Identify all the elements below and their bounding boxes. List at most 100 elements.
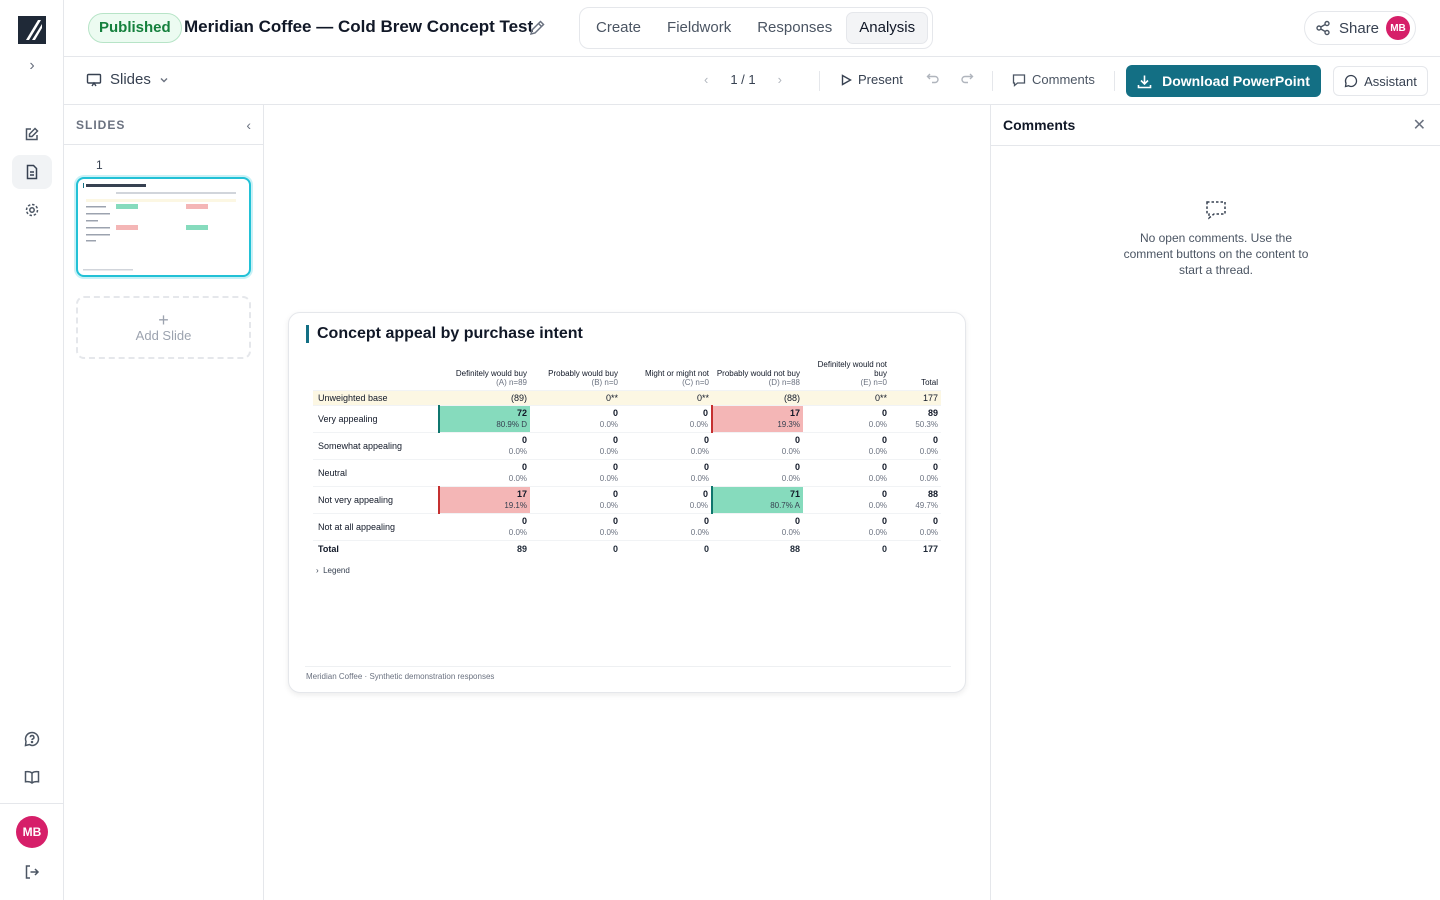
base-cell: 0** — [530, 390, 621, 406]
collapse-panel-icon[interactable]: ‹ — [246, 116, 251, 133]
table-cell: 0 0.0% — [803, 405, 890, 433]
add-slide-button[interactable]: + Add Slide — [76, 296, 251, 359]
table-cell: 0 0.0% — [530, 432, 621, 460]
expand-rail-icon[interactable]: › — [29, 57, 35, 74]
cell-count: 71 — [789, 489, 800, 499]
cell-count: 0 — [612, 516, 618, 526]
report-nav-icon[interactable] — [12, 155, 52, 189]
redo-icon[interactable] — [960, 71, 974, 85]
cell-percent: 0.0% — [599, 501, 618, 510]
cell-count: 0 — [881, 462, 887, 472]
table-cell: 0 0.0% — [712, 459, 803, 487]
slide-thumbnail[interactable] — [76, 177, 251, 277]
toolbar-divider — [819, 71, 820, 91]
undo-icon[interactable] — [926, 71, 940, 85]
cell-percent: 80.7% A — [770, 501, 800, 510]
slide-footer: Meridian Coffee · Synthetic demonstratio… — [306, 672, 495, 681]
logout-icon[interactable] — [12, 855, 52, 889]
table-cell: 0 0.0% — [712, 432, 803, 460]
table-cell: 0 0.0% — [803, 486, 890, 514]
cell-percent: 0.0% — [868, 528, 887, 537]
top-header: Published Meridian Coffee — Cold Brew Co… — [64, 0, 1440, 57]
user-avatar[interactable]: MB — [16, 816, 48, 848]
table-cell: 17 19.3% — [711, 405, 803, 433]
assistant-label: Assistant — [1364, 73, 1417, 89]
cell-percent: 0.0% — [599, 420, 618, 429]
next-slide-icon[interactable]: › — [777, 72, 782, 87]
total-cell: 0 — [621, 540, 712, 558]
close-icon[interactable]: ✕ — [1412, 117, 1426, 134]
table-cell: 0 0.0% — [439, 513, 530, 541]
table-row: Not very appealing 17 19.1% 0 0.0% 0 0.0% 71 80.… — [313, 486, 941, 514]
prev-slide-icon[interactable]: ‹ — [704, 72, 709, 87]
row-label: Neutral — [313, 459, 439, 487]
cell-count: 0 — [702, 408, 708, 418]
app-logo-icon[interactable] — [18, 16, 46, 44]
cell-count: 17 — [516, 489, 527, 499]
cell-percent: 0.0% — [868, 501, 887, 510]
table-cell: 0 0.0% — [890, 513, 941, 541]
tab-fieldwork[interactable]: Fieldwork — [667, 19, 732, 36]
cell-count: 0 — [794, 462, 800, 472]
tab-create[interactable]: Create — [596, 19, 642, 36]
present-button[interactable]: Present — [840, 72, 903, 87]
cell-percent: 0.0% — [508, 447, 527, 456]
help-icon[interactable] — [12, 722, 52, 756]
view-dropdown[interactable]: Slides — [86, 71, 169, 88]
cell-percent: 0.0% — [599, 447, 618, 456]
comments-panel-header: Comments ✕ — [991, 105, 1440, 146]
table-cell: 0 0.0% — [890, 432, 941, 460]
page-title: Meridian Coffee — Cold Brew Concept Test — [184, 17, 534, 36]
slide[interactable]: Concept appeal by purchase intent Defini… — [288, 312, 966, 693]
cell-percent: 50.3% — [915, 420, 938, 429]
edit-nav-icon[interactable] — [12, 117, 52, 151]
slide-canvas: Concept appeal by purchase intent Defini… — [264, 105, 990, 900]
table-row: Somewhat appealing 0 0.0% 0 0.0% 0 0.0% 0 0.0% 0 0… — [313, 432, 941, 460]
table-cell: 0 0.0% — [530, 459, 621, 487]
base-cell: 177 — [890, 390, 941, 406]
row-label: Not at all appealing — [313, 513, 439, 541]
table-cell: 0 0.0% — [621, 432, 712, 460]
cell-percent: 0.0% — [868, 420, 887, 429]
cell-percent: 0.0% — [508, 474, 527, 483]
cell-count: 0 — [521, 462, 527, 472]
slides-panel-title: SLIDES — [76, 117, 126, 132]
slides-panel-header: SLIDES ‹ — [64, 105, 263, 145]
table-row: Not at all appealing 0 0.0% 0 0.0% 0 0.0% 0 0.0%… — [313, 513, 941, 541]
total-cell: 89 — [439, 540, 530, 558]
comments-label: Comments — [1032, 72, 1095, 87]
present-label: Present — [858, 72, 903, 87]
cell-percent: 0.0% — [919, 447, 938, 456]
cell-percent: 0.0% — [599, 528, 618, 537]
pencil-icon[interactable] — [528, 19, 546, 37]
docs-book-icon[interactable] — [12, 760, 52, 794]
row-label: Somewhat appealing — [313, 432, 439, 460]
comments-panel-title: Comments — [1003, 117, 1076, 133]
legend-toggle[interactable]: › Legend — [316, 566, 350, 575]
assistant-button[interactable]: Assistant — [1333, 66, 1428, 96]
table-cell: 0 0.0% — [621, 513, 712, 541]
slide-pager: ‹ 1 / 1 › — [704, 72, 782, 87]
download-powerpoint-button[interactable]: Download PowerPoint — [1126, 65, 1321, 97]
table-cell: 0 0.0% — [439, 459, 530, 487]
cell-percent: 0.0% — [868, 474, 887, 483]
cell-count: 0 — [521, 435, 527, 445]
row-label: Very appealing — [313, 405, 439, 433]
cell-count: 0 — [702, 489, 708, 499]
share-button[interactable]: Share MB — [1304, 11, 1416, 45]
download-label: Download PowerPoint — [1162, 73, 1310, 89]
empty-comment-icon — [1206, 201, 1226, 220]
left-rail: › MB — [0, 0, 64, 900]
cell-percent: 0.0% — [690, 474, 709, 483]
main-tabs: Create Fieldwork Responses Analysis — [579, 7, 934, 49]
cell-percent: 0.0% — [689, 420, 708, 429]
settings-gear-icon[interactable] — [12, 193, 52, 227]
comments-button[interactable]: Comments — [1012, 72, 1095, 87]
table-cell: 71 80.7% A — [711, 486, 803, 514]
slides-panel: SLIDES ‹ 1 + Add Slide — [64, 105, 264, 900]
add-slide-label: Add Slide — [135, 328, 192, 343]
cell-percent: 19.3% — [777, 420, 800, 429]
tab-analysis[interactable]: Analysis — [846, 12, 929, 44]
cell-count: 0 — [881, 489, 887, 499]
tab-responses[interactable]: Responses — [757, 19, 833, 36]
